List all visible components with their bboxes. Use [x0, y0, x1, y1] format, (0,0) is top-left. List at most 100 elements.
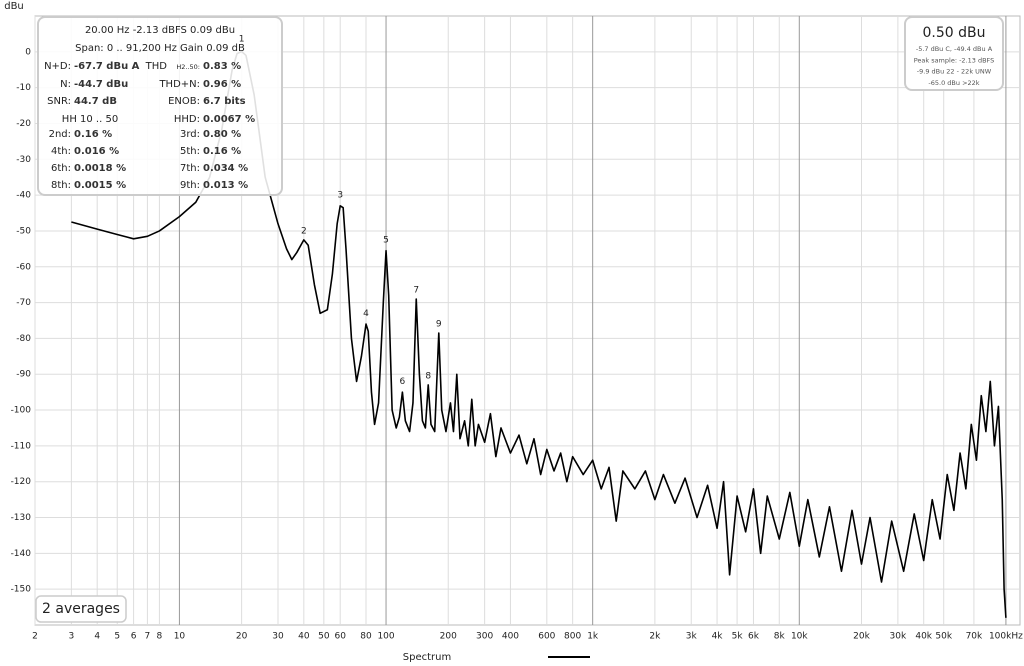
readout-value: 0.96 %	[203, 79, 241, 90]
x-tick-label: 60	[334, 632, 346, 642]
readout-value: 0.034 %	[203, 163, 248, 174]
x-tick-label: 800	[564, 632, 581, 642]
readout-label: 5th:	[180, 146, 200, 157]
readout-value: 0.0067 %	[203, 114, 255, 125]
y-tick-label: -90	[16, 370, 31, 380]
x-tick-label: 200	[440, 632, 457, 642]
x-tick-label: 3	[69, 632, 75, 642]
readout-value: 0.16 %	[203, 146, 241, 157]
readout-sub: H2..50:	[176, 63, 200, 71]
readout-value: 6.7 bits	[203, 96, 246, 107]
x-tick-label: 30k	[890, 632, 907, 642]
y-tick-label: -30	[16, 155, 31, 165]
readout-label: N:	[60, 79, 71, 90]
readout-value: 0.0018 %	[74, 163, 126, 174]
x-tick-label: 8k	[774, 632, 786, 642]
readout-label: THD	[145, 61, 168, 72]
readout-value: 0.16 %	[74, 129, 112, 140]
readout-value: 44.7 dB	[74, 96, 117, 107]
readout-value: 0.016 %	[74, 146, 119, 157]
y-tick-label: -70	[16, 298, 31, 308]
readout-value: 0.83 %	[203, 61, 241, 72]
x-tick-label: 2k	[649, 632, 661, 642]
readout-label: SNR:	[47, 96, 71, 107]
x-tick-label: 10k	[791, 632, 808, 642]
y-tick-label: -110	[11, 441, 32, 451]
readout-label: N+D:	[44, 61, 71, 72]
x-tick-label: 7	[145, 632, 151, 642]
readout-label: 2nd:	[49, 129, 71, 140]
y-tick-label: -60	[16, 262, 31, 272]
level-line: Peak sample: -2.13 dBFS	[914, 56, 995, 64]
level-line: -65.0 dBu >22k	[928, 79, 979, 87]
x-tick-label: 4k	[712, 632, 724, 642]
x-tick-label: 8	[157, 632, 163, 642]
x-tick-label: 100	[377, 632, 394, 642]
harmonic-label: 2	[301, 226, 307, 236]
readout-value: 0.80 %	[203, 129, 241, 140]
level-main: 0.50 dBu	[923, 25, 986, 41]
harmonic-label: 5	[383, 235, 389, 245]
x-tick-label: 80	[360, 632, 372, 642]
harmonic-label: 9	[436, 320, 442, 330]
readout-value: 0.013 %	[203, 180, 248, 191]
x-tick-label: 70k	[966, 632, 983, 642]
x-tick-label: 30	[272, 632, 284, 642]
y-tick-label: -150	[11, 585, 32, 595]
readout-label: ENOB:	[168, 96, 200, 107]
x-tick-label: 6	[131, 632, 137, 642]
y-tick-label: -100	[11, 406, 32, 416]
x-tick-label: 300	[476, 632, 493, 642]
readout-panel: 20.00 Hz -2.13 dBFS 0.09 dBu Span: 0 .. 9…	[37, 16, 283, 196]
harmonic-label: 1	[239, 34, 245, 44]
grid	[34, 16, 1020, 625]
readout-label: 6th:	[51, 163, 71, 174]
x-tick-label: 1k	[587, 632, 599, 642]
y-tick-label: -50	[16, 226, 31, 236]
x-tick-label: 400	[502, 632, 519, 642]
y-tick-label: -20	[16, 119, 31, 129]
x-tick-label: 40	[298, 632, 310, 642]
spectrum-line	[71, 50, 1007, 618]
panel-box	[37, 16, 283, 196]
x-tick-label: 20k	[853, 632, 870, 642]
y-tick-label: -140	[11, 549, 32, 559]
y-tick-label: -120	[11, 477, 32, 487]
x-tick-label: 5k	[732, 632, 744, 642]
y-tick-label: 0	[25, 47, 31, 57]
readout-label: 3rd:	[180, 129, 200, 140]
readout-value: -44.7 dBu	[74, 79, 128, 90]
x-tick-label: 40k	[915, 632, 932, 642]
x-tick-label: 50	[318, 632, 330, 642]
x-tick-label: 20	[236, 632, 248, 642]
harmonic-label: 4	[363, 309, 369, 319]
level-line: -9.9 dBu 22 - 22k UNW	[917, 68, 992, 76]
y-tick-label: -80	[16, 334, 31, 344]
x-tick-label: 100kHz	[989, 632, 1023, 642]
level-line: -5.7 dBu C, -49.4 dBu A	[916, 45, 993, 53]
y-tick-label: -40	[16, 191, 31, 201]
x-tick-label: 6k	[748, 632, 760, 642]
x-tick-label: 10	[174, 632, 186, 642]
legend-label: Spectrum	[403, 652, 451, 663]
harmonic-label: 3	[337, 191, 343, 201]
x-tick-label: 3k	[686, 632, 698, 642]
readout-label: HHD:	[174, 114, 200, 125]
y-tick-label: -10	[16, 83, 31, 93]
readout-label: 8th:	[51, 180, 71, 191]
trace-layer	[71, 50, 1007, 618]
readout-line: 20.00 Hz -2.13 dBFS 0.09 dBu	[85, 25, 235, 36]
averages-box	[35, 595, 127, 623]
readout-label: 9th:	[180, 180, 200, 191]
readout-label: 7th:	[180, 163, 200, 174]
y-tick-label: -130	[11, 513, 32, 523]
readout-label: HH 10 .. 50	[62, 114, 118, 125]
averages: 2 averages	[42, 601, 120, 617]
x-tick-label: 5	[114, 632, 120, 642]
readout-label: 4th:	[51, 146, 71, 157]
y-axis-label: dBu	[4, 1, 24, 12]
readout-value: -67.7 dBu A	[74, 61, 140, 72]
level-box: 0.50 dBu -5.7 dBu C, -49.4 dBu A Peak samp…	[904, 16, 1004, 91]
harmonic-label: 6	[400, 377, 406, 387]
